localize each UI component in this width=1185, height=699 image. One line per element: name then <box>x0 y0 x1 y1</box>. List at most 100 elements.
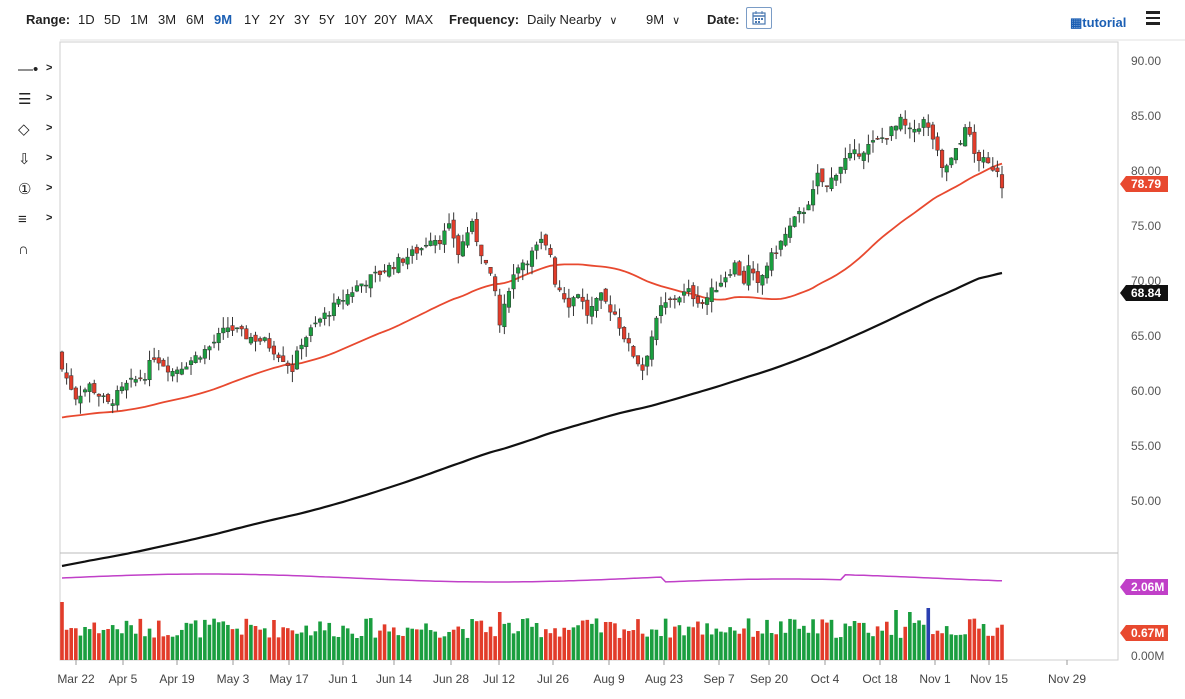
hamburger-menu-icon[interactable] <box>1146 11 1160 28</box>
candle-body <box>193 355 198 363</box>
range-button-5d[interactable]: 5D <box>104 12 121 27</box>
volume-bar <box>451 629 456 660</box>
pattern-tool[interactable]: ≡ > <box>18 210 58 232</box>
volume-bar <box>221 621 226 660</box>
range-button-3y[interactable]: 3Y <box>294 12 310 27</box>
volume-ma-badge-label: 2.06M <box>1131 580 1164 594</box>
volume-bar <box>599 632 603 660</box>
candle-body <box>700 301 705 305</box>
volume-bar <box>995 627 1000 660</box>
range-button-1d[interactable]: 1D <box>78 12 95 27</box>
candle-body <box>778 240 783 250</box>
chevron-right-icon: > <box>46 92 53 104</box>
volume-bar <box>940 633 944 660</box>
candle-body <box>456 235 461 255</box>
range-button-20y[interactable]: 20Y <box>374 12 398 27</box>
range-button-2y[interactable]: 2Y <box>269 12 285 27</box>
volume-bar <box>557 636 562 660</box>
volume-bar <box>133 633 138 660</box>
magnet-tool[interactable]: ∩ <box>18 240 58 262</box>
volume-bar <box>322 630 327 660</box>
volume-bar <box>456 626 461 660</box>
fib-retracement-tool[interactable]: ☰ > <box>18 90 58 112</box>
candle-body <box>543 234 548 246</box>
candle-body <box>345 294 350 305</box>
candle-body <box>202 349 207 359</box>
range-button-1m[interactable]: 1M <box>130 12 149 27</box>
candle-body <box>589 306 594 317</box>
volume-bar <box>378 630 382 660</box>
candle-body <box>502 303 507 328</box>
tutorial-link[interactable]: ▦tutorial <box>1070 15 1126 31</box>
candle-body <box>313 322 318 325</box>
volume-bar <box>129 625 133 660</box>
arrow-tool[interactable]: ⇩ > <box>18 150 58 172</box>
candle-body <box>419 248 424 251</box>
candle-body <box>520 262 525 271</box>
range-button-max[interactable]: MAX <box>405 12 434 27</box>
range-button-1y[interactable]: 1Y <box>244 12 260 27</box>
shape-tool[interactable]: ◇ > <box>18 120 58 142</box>
last-price-badge-label: 78.79 <box>1131 177 1161 191</box>
candle-body <box>557 287 562 291</box>
volume-bar <box>751 636 755 660</box>
candle-body <box>999 174 1005 189</box>
candle-body <box>156 357 161 364</box>
candle-body <box>442 230 447 245</box>
volume-bar <box>465 637 470 660</box>
film-icon: ▦ <box>1070 15 1083 30</box>
candle-body <box>640 364 645 371</box>
arrow-down-icon: ⇩ <box>18 151 31 168</box>
price-tick-label: 75.00 <box>1131 219 1161 233</box>
candle-body <box>958 143 963 145</box>
candle-body <box>253 334 258 342</box>
price-tick-label: 80.00 <box>1131 164 1161 178</box>
candle-body <box>594 298 599 311</box>
range-button-10y[interactable]: 10Y <box>344 12 368 27</box>
volume-bar <box>488 626 493 660</box>
volume-bar <box>825 622 829 660</box>
volume-bar <box>415 629 419 660</box>
volume-bar <box>682 635 686 660</box>
candle-body <box>69 375 74 390</box>
candle-body <box>534 244 539 251</box>
volume-bar <box>875 626 880 660</box>
range-button-5y[interactable]: 5Y <box>319 12 335 27</box>
candle-body <box>377 270 382 275</box>
volume-bar <box>654 629 659 660</box>
candle-body <box>617 317 622 329</box>
range-button-3m[interactable]: 3M <box>158 12 177 27</box>
frequency-dropdown[interactable]: Daily Nearby ∨ <box>527 12 617 27</box>
candle-body <box>405 256 410 265</box>
volume-bar <box>281 627 285 660</box>
candle-body <box>686 288 691 292</box>
price-tick-label: 90.00 <box>1131 54 1161 68</box>
range-button-6m[interactable]: 6M <box>186 12 205 27</box>
volume-bar <box>382 624 387 660</box>
candle-body <box>212 341 217 344</box>
candle-body <box>635 355 641 365</box>
candle-body <box>110 403 115 406</box>
candle-body <box>336 298 341 305</box>
volume-bar <box>760 633 765 660</box>
x-tick-label: Jun 28 <box>433 672 469 686</box>
date-picker-button[interactable] <box>746 7 772 29</box>
candle-body <box>682 291 687 296</box>
candle-body <box>198 357 203 360</box>
candle-body <box>792 216 797 227</box>
crosshair-tool[interactable]: —• > <box>18 60 58 82</box>
candle-body <box>755 271 760 283</box>
x-tick-label: Apr 5 <box>109 672 138 686</box>
volume-bar <box>723 632 728 660</box>
candle-body <box>806 204 811 211</box>
candle-body <box>870 140 876 143</box>
period-dropdown[interactable]: 9M ∨ <box>646 12 680 27</box>
time-axis: Mar 22 Apr 5 Apr 19 May 3 May 17 Jun 1 Jun 14 J… <box>57 660 1086 686</box>
candle-body <box>244 328 249 340</box>
numbered-marker-tool[interactable]: ① > <box>18 180 58 202</box>
volume-bar <box>958 634 963 660</box>
volume-bar <box>981 624 986 660</box>
range-button-9m[interactable]: 9M <box>214 12 233 27</box>
candle-body <box>152 357 157 360</box>
